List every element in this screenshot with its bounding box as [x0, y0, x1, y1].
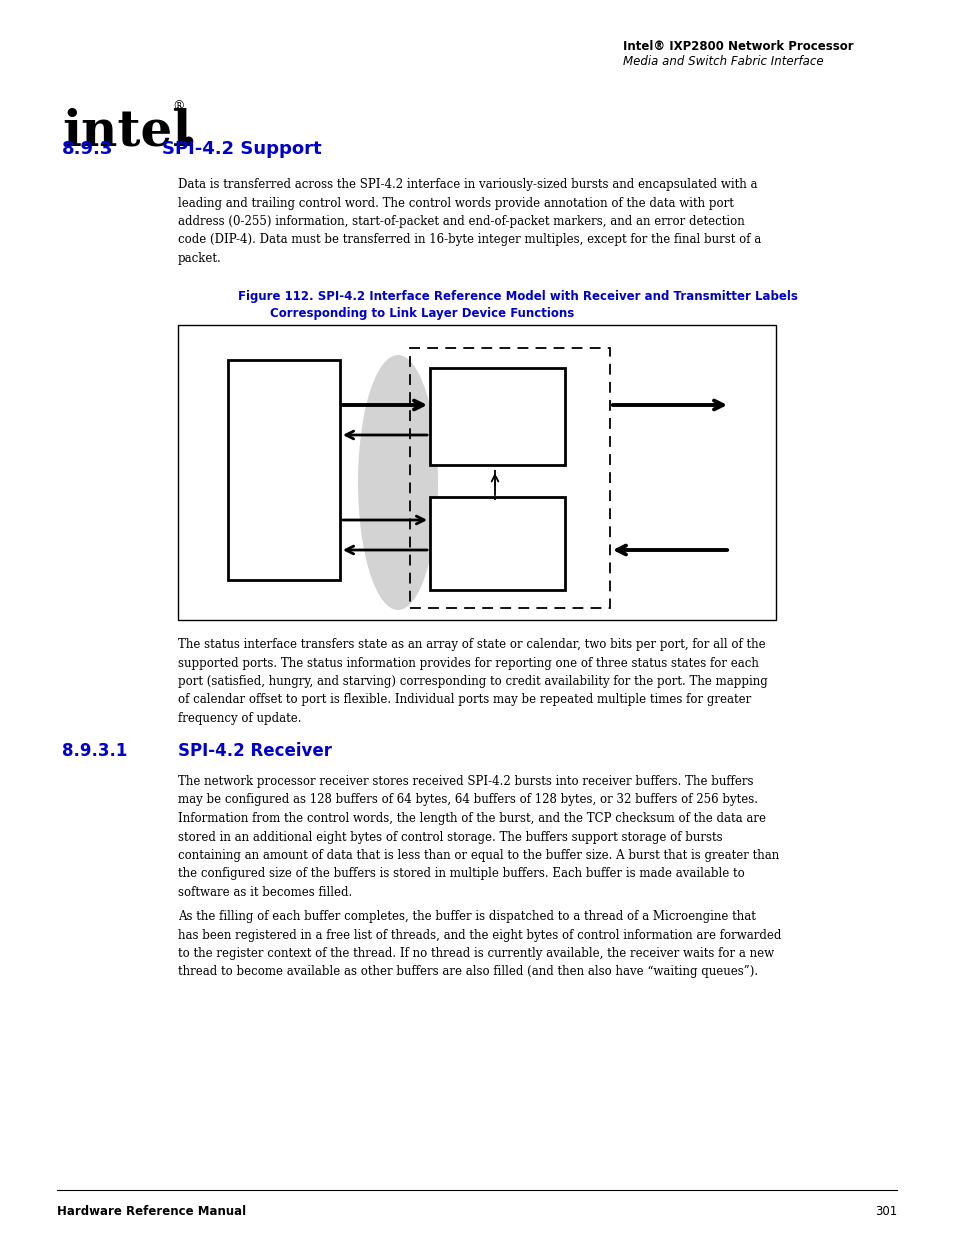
Text: SPI-4.2 Receiver: SPI-4.2 Receiver — [178, 742, 332, 760]
Text: Media and Switch Fabric Interface: Media and Switch Fabric Interface — [622, 56, 822, 68]
Text: 8.9.3.1: 8.9.3.1 — [62, 742, 128, 760]
Bar — [178, 325, 775, 620]
Bar — [228, 359, 339, 580]
Text: As the filling of each buffer completes, the buffer is dispatched to a thread of: As the filling of each buffer completes,… — [178, 910, 781, 978]
Text: intel: intel — [62, 107, 191, 157]
Text: Intel® IXP2800 Network Processor: Intel® IXP2800 Network Processor — [622, 40, 853, 53]
Text: The status interface transfers state as an array of state or calendar, two bits : The status interface transfers state as … — [178, 638, 767, 725]
Text: ®: ® — [172, 100, 184, 112]
Text: .: . — [180, 107, 197, 157]
Text: Hardware Reference Manual: Hardware Reference Manual — [57, 1205, 246, 1218]
Text: 301: 301 — [874, 1205, 896, 1218]
Text: 8.9.3: 8.9.3 — [62, 140, 113, 158]
Text: Figure 112. SPI-4.2 Interface Reference Model with Receiver and Transmitter Labe: Figure 112. SPI-4.2 Interface Reference … — [237, 290, 797, 303]
Text: SPI-4.2 Support: SPI-4.2 Support — [162, 140, 321, 158]
Ellipse shape — [357, 354, 437, 610]
Bar — [430, 496, 564, 590]
Bar — [430, 368, 564, 466]
Text: The network processor receiver stores received SPI-4.2 bursts into receiver buff: The network processor receiver stores re… — [178, 776, 779, 899]
Text: Corresponding to Link Layer Device Functions: Corresponding to Link Layer Device Funct… — [270, 308, 574, 320]
Bar — [410, 348, 609, 608]
Text: Data is transferred across the SPI-4.2 interface in variously-sized bursts and e: Data is transferred across the SPI-4.2 i… — [178, 178, 760, 266]
